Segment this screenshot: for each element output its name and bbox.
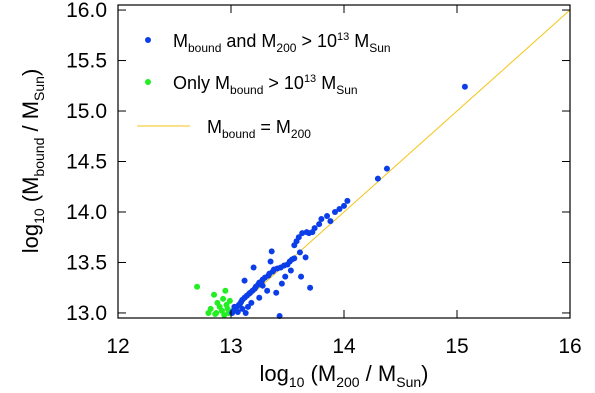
point-only-bound-15 — [221, 311, 228, 318]
point-only-bound-1 — [211, 291, 218, 298]
point-both-67 — [248, 299, 255, 306]
point-both-71 — [234, 308, 241, 315]
point-both-2 — [374, 175, 381, 182]
y-axis-title: log10 (Mbound / MSun) — [18, 69, 47, 254]
y-tick-label-6: 16.0 — [66, 0, 107, 22]
point-only-bound-0 — [194, 283, 201, 290]
point-both-70 — [242, 309, 249, 316]
point-both-14 — [303, 229, 310, 236]
point-both-64 — [307, 284, 314, 291]
point-both-15 — [299, 230, 306, 237]
point-both-18 — [291, 242, 298, 249]
point-both-3 — [344, 197, 351, 204]
point-both-55 — [241, 277, 248, 284]
point-only-bound-7 — [220, 295, 227, 302]
legend-label-both: Mbound and M200 > 1013 MSun — [173, 31, 391, 55]
point-both-54 — [229, 309, 236, 316]
x-tick-label-0: 12 — [106, 335, 129, 358]
point-only-bound-3 — [205, 309, 212, 316]
point-both-62 — [287, 267, 294, 274]
point-both-19 — [296, 249, 303, 256]
point-both-7 — [324, 213, 331, 220]
y-tick-label-0: 13.0 — [66, 302, 107, 325]
plot-frame — [117, 4, 571, 319]
point-both-20 — [302, 254, 309, 261]
legend-label-only-bound: Only Mbound > 1013 MSun — [173, 73, 358, 97]
point-both-65 — [298, 273, 305, 280]
x-tick-label-3: 15 — [445, 335, 468, 358]
point-both-30 — [268, 248, 275, 255]
point-both-31 — [267, 258, 274, 265]
point-both-1 — [383, 165, 390, 172]
legend: Mbound and M200 > 1013 MSun Only Mbound … — [137, 31, 391, 141]
point-both-57 — [259, 282, 266, 289]
point-both-61 — [278, 280, 285, 287]
point-both-60 — [282, 273, 289, 280]
point-both-9 — [318, 216, 325, 223]
point-only-bound-8 — [222, 287, 229, 294]
x-axis-title: log10 (M200 / MSun) — [260, 361, 429, 390]
point-only-bound-14 — [213, 309, 220, 316]
point-both-66 — [256, 294, 263, 301]
x-tick-label-4: 16 — [558, 335, 581, 358]
legend-marker-only-bound — [145, 79, 151, 85]
x-tick-label-1: 13 — [219, 335, 242, 358]
point-both-58 — [264, 287, 271, 294]
y-tick-label-5: 15.5 — [66, 50, 107, 73]
point-both-10 — [316, 221, 323, 228]
point-both-69 — [239, 305, 246, 312]
legend-marker-both — [145, 37, 151, 43]
y-tick-label-1: 13.5 — [66, 251, 107, 274]
point-both-8 — [327, 218, 334, 225]
point-only-bound-13 — [226, 297, 233, 304]
y-tick-label-2: 14.0 — [66, 201, 107, 224]
point-both-5 — [336, 205, 343, 212]
point-both-6 — [331, 208, 338, 215]
point-both-0 — [461, 83, 468, 90]
y-tick-label-3: 14.5 — [66, 151, 107, 174]
point-both-59 — [273, 289, 280, 296]
point-both-68 — [244, 303, 251, 310]
legend-label-line: Mbound = M200 — [207, 117, 311, 141]
point-both-56 — [250, 264, 257, 271]
x-tick-label-2: 14 — [332, 335, 356, 358]
point-both-4 — [341, 202, 347, 209]
y-tick-label-4: 15.0 — [66, 100, 107, 123]
